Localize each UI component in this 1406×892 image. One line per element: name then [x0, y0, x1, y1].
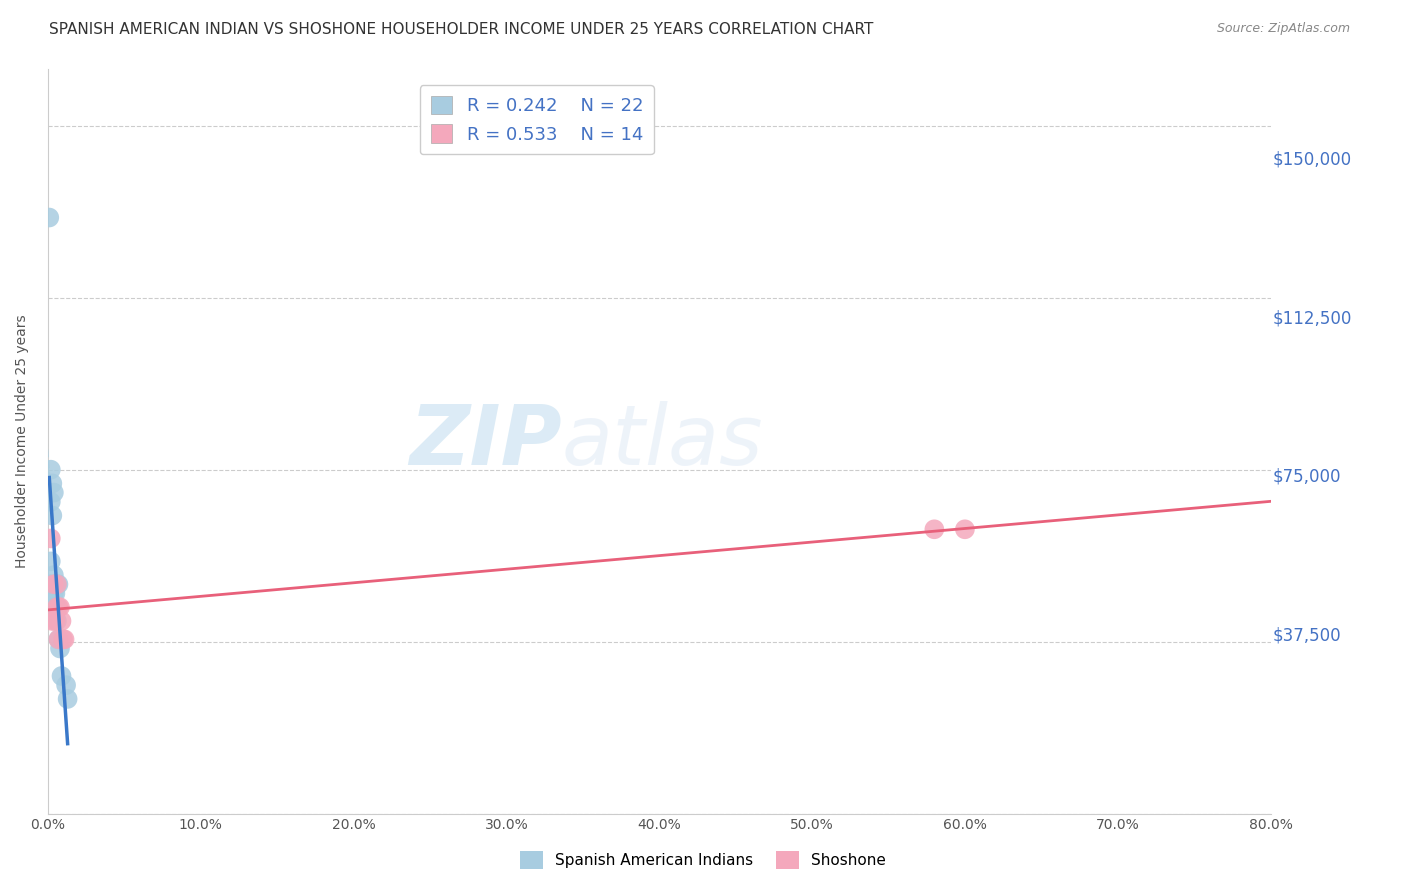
Point [45, 600, 67, 615]
Point [53, 632, 76, 647]
Point [39, 495, 62, 509]
Text: $75,000: $75,000 [1272, 468, 1341, 486]
Point [42, 568, 65, 582]
Point [38, 577, 60, 591]
Point [44, 600, 66, 615]
Point [49, 641, 72, 656]
Text: $150,000: $150,000 [1272, 151, 1351, 169]
Point [48, 577, 70, 591]
Point [44, 577, 66, 591]
Point [55, 678, 77, 692]
Point [49, 600, 72, 615]
Point [924, 522, 946, 536]
Legend: R = 0.242    N = 22, R = 0.533    N = 14: R = 0.242 N = 22, R = 0.533 N = 14 [420, 85, 654, 154]
Point [41, 508, 63, 523]
Point [39, 554, 62, 568]
Legend: Spanish American Indians, Shoshone: Spanish American Indians, Shoshone [513, 845, 893, 875]
Point [51, 614, 73, 628]
Point [45, 577, 67, 591]
Point [45, 614, 67, 628]
Point [42, 577, 65, 591]
Text: SPANISH AMERICAN INDIAN VS SHOSHONE HOUSEHOLDER INCOME UNDER 25 YEARS CORRELATIO: SPANISH AMERICAN INDIAN VS SHOSHONE HOUS… [49, 22, 873, 37]
Text: Source: ZipAtlas.com: Source: ZipAtlas.com [1216, 22, 1350, 36]
Point [48, 600, 70, 615]
Point [56, 692, 79, 706]
Point [48, 632, 70, 647]
Point [953, 522, 976, 536]
Text: $37,500: $37,500 [1272, 626, 1341, 644]
Point [44, 614, 66, 628]
Point [42, 586, 65, 600]
Text: atlas: atlas [561, 401, 763, 482]
Point [42, 485, 65, 500]
Point [41, 577, 63, 591]
Point [39, 532, 62, 546]
Point [41, 614, 63, 628]
Point [38, 211, 60, 225]
Point [39, 463, 62, 477]
Point [48, 632, 70, 647]
Text: $112,500: $112,500 [1272, 310, 1351, 327]
Y-axis label: Householder Income Under 25 years: Householder Income Under 25 years [15, 314, 30, 568]
Point [51, 669, 73, 683]
Text: ZIP: ZIP [409, 401, 561, 482]
Point [44, 586, 66, 600]
Point [45, 577, 67, 591]
Point [52, 632, 75, 647]
Point [41, 476, 63, 491]
